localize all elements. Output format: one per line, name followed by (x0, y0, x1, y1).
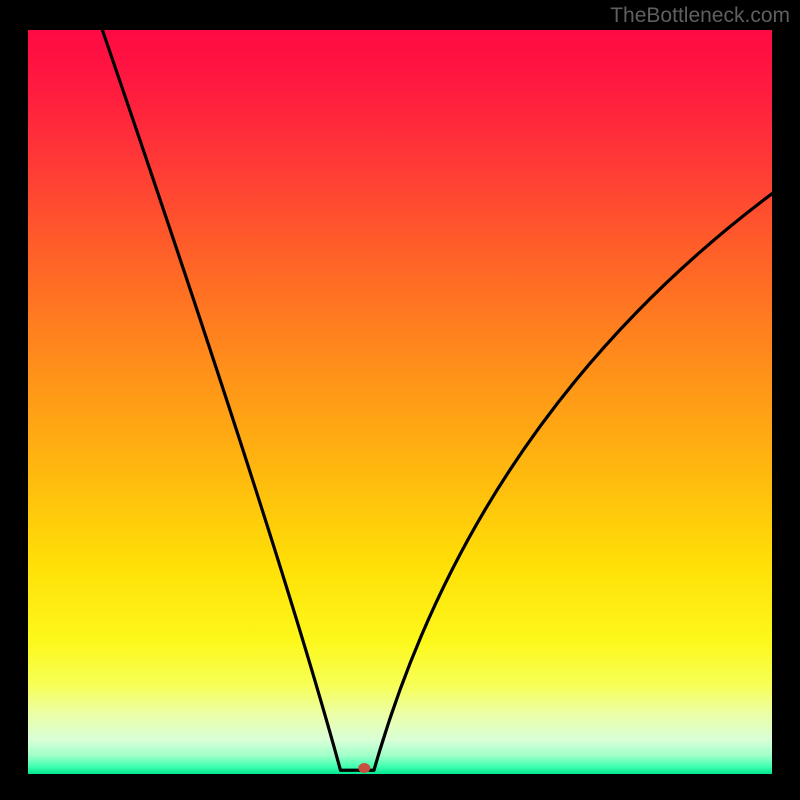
vertex-marker (358, 763, 370, 773)
watermark-text: TheBottleneck.com (610, 4, 790, 28)
chart-stage: TheBottleneck.com (0, 0, 800, 800)
chart-svg (0, 0, 800, 800)
